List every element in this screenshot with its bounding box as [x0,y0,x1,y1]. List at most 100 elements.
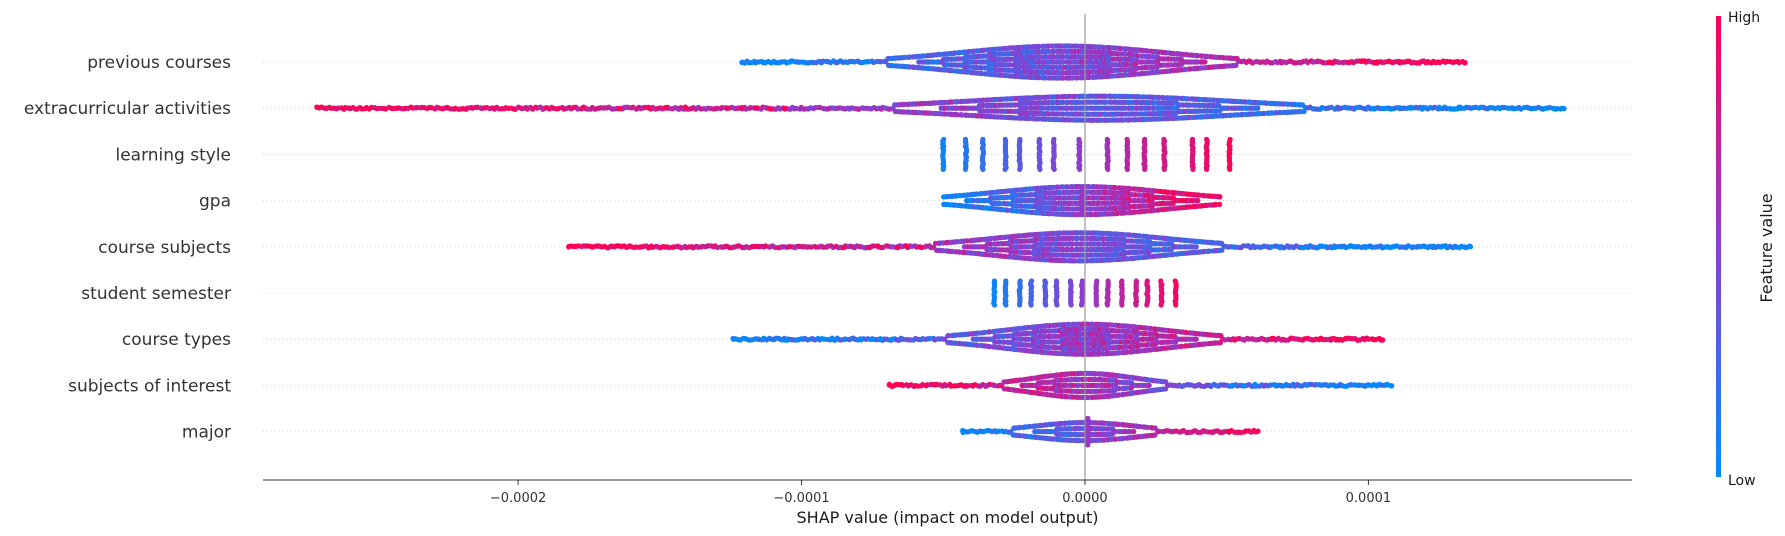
shap-point [903,243,910,249]
shap-point [566,243,572,250]
shap-point [889,336,895,342]
shap-point [932,382,938,388]
shap-point [1328,60,1335,66]
shap-point [1360,58,1366,64]
shap-point [1068,302,1074,308]
shap-point [1072,258,1078,264]
shap-point [901,54,908,61]
shap-point [997,200,1003,207]
feature-label: subjects of interest [68,376,231,396]
shap-point [1195,197,1201,204]
shap-point [1416,59,1423,66]
shap-point [1331,244,1338,251]
shap-point [1345,59,1352,66]
shap-point [1334,336,1340,343]
shap-point [963,383,969,389]
shap-point [1301,108,1307,115]
feature-label: learning style [115,145,231,165]
shap-point [1055,94,1061,100]
shap-point [878,337,884,343]
shap-point [767,106,774,112]
shap-point [1300,245,1306,251]
shap-point [1144,302,1150,308]
shap-point [662,105,669,111]
shap-point [682,104,688,110]
shap-point [1561,105,1567,112]
shap-point [1190,166,1196,172]
feature-label: student semester [81,284,231,304]
shap-point [1241,383,1247,389]
shap-point [1141,197,1148,204]
shap-point [796,337,802,343]
shap-point [1146,105,1152,111]
shap-point [725,105,731,111]
shap-point [1119,302,1125,308]
shap-point [1105,166,1111,172]
shap-point [1122,105,1128,111]
shap-point [875,243,881,249]
shap-point [1405,58,1411,64]
shap-point [1317,336,1323,342]
shap-point [1272,382,1278,388]
shap-point [1456,104,1462,111]
shap-point [1385,59,1391,65]
shap-point [787,59,793,65]
shap-point [1060,54,1066,60]
shap-point [762,59,768,66]
shap-point [1229,382,1236,388]
feature-label: extracurricular activities [24,99,231,119]
shap-point [1079,211,1085,217]
shap-point [980,166,986,172]
shap-point [1002,166,1008,172]
shap-point [1077,166,1083,172]
shap-point [1328,336,1335,342]
shap-point [917,244,924,250]
shap-point [1120,435,1126,441]
shap-point [886,381,893,388]
shap-point [1037,166,1043,172]
shap-point [841,244,847,251]
shap-point [1067,426,1074,432]
shap-point [1462,60,1468,66]
shap-point [739,59,745,66]
shap-point [1045,48,1052,55]
shap-point [1187,102,1193,108]
feature-label: major [182,423,231,443]
beeswarm-points [314,43,1567,448]
shap-point [1070,382,1077,389]
shap-point [869,336,876,342]
shap-point [1227,166,1233,172]
shap-point [941,336,947,342]
shap-point [1552,106,1559,112]
shap-point [1017,302,1023,308]
shap-point [1104,302,1110,308]
shap-point [1362,244,1369,251]
shap-point [776,59,782,66]
shap-point [1040,105,1047,111]
shap-point [1283,382,1289,388]
shap-point [1086,111,1092,117]
shap-point [1193,244,1199,250]
shap-point [1419,106,1426,112]
shap-point [1436,104,1443,111]
shap-point [1217,194,1223,200]
shap-point [1388,383,1394,389]
shap-point [957,382,963,388]
shap-point [617,105,623,112]
shap-point [830,336,836,342]
shap-point [781,337,788,343]
shap-point [1152,432,1158,438]
shap-point [1252,381,1258,388]
shap-point [1086,184,1092,190]
shap-point [1127,117,1133,123]
shap-point [1078,302,1085,308]
shap-point [730,336,737,342]
shap-point [858,337,864,343]
shap-point [1269,335,1275,342]
shap-point [1385,105,1391,111]
shap-point [940,166,946,172]
shap-point [1216,201,1223,208]
shap-point [1396,60,1403,66]
